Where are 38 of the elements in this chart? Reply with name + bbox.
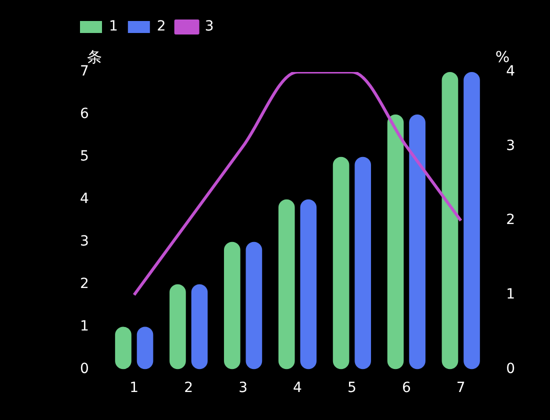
y2-tick-label: 2: [506, 212, 516, 228]
y2-tick-label: 3: [506, 138, 516, 154]
y-tick-label: 2: [80, 276, 89, 292]
y2-axis-title: %: [495, 48, 510, 66]
bar: [332, 156, 350, 370]
y2-tick-label: 1: [506, 286, 516, 303]
legend-label: 3: [204, 18, 214, 35]
x-tick-label: 3: [238, 380, 248, 396]
y2-tick-label: 0: [506, 360, 516, 377]
y-tick-label: 1: [80, 318, 89, 334]
y-tick-label: 4: [80, 191, 89, 208]
y-tick-label: 7: [80, 64, 89, 80]
bar: [246, 242, 262, 370]
bar: [224, 242, 240, 370]
bar: [191, 284, 208, 370]
x-tick-label: 5: [347, 380, 356, 396]
y-tick-label: 3: [80, 233, 89, 250]
bar: [442, 72, 458, 370]
x-tick-label: 1: [130, 380, 139, 396]
bar: [409, 114, 426, 370]
legend-label: 2: [156, 18, 166, 35]
bar: [464, 72, 480, 370]
bar: [278, 199, 295, 370]
legend-label: 1: [109, 18, 118, 35]
y-axis-title: 条: [86, 48, 102, 66]
bar: [300, 199, 317, 370]
x-tick-label: 4: [293, 380, 302, 396]
y-tick-label: 6: [80, 106, 89, 122]
x-tick-label: 2: [184, 380, 194, 396]
y-tick-label: 5: [80, 148, 89, 165]
x-tick-label: 6: [402, 380, 411, 396]
x-tick-label: 7: [456, 380, 466, 396]
bar: [170, 284, 186, 370]
line-series: [132, 72, 462, 296]
bar: [387, 114, 404, 370]
y2-tick-label: 4: [506, 64, 516, 80]
bar: [354, 156, 372, 370]
y-tick-label: 0: [80, 360, 89, 377]
